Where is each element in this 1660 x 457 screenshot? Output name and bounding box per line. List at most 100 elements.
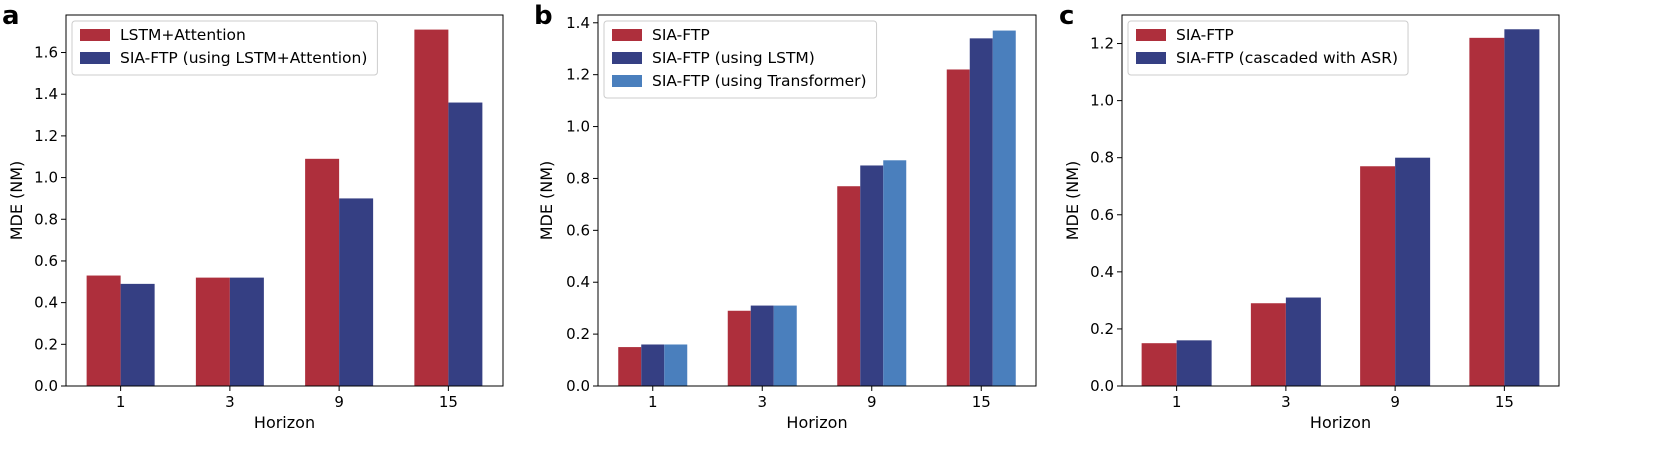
legend-box — [71, 20, 378, 76]
bar — [750, 305, 774, 386]
bar — [1250, 303, 1286, 386]
y-axis-title: MDE (NM) — [1063, 161, 1082, 241]
x-axis-title: Horizon — [1310, 413, 1371, 432]
legend-label: SIA-FTP (cascaded with ASR) — [1176, 49, 1398, 67]
x-tick-label: 15 — [972, 393, 991, 411]
x-axis-title: Horizon — [254, 413, 315, 432]
y-tick-label: 1.2 — [1090, 35, 1114, 53]
bar — [969, 38, 993, 387]
y-tick-label: 1.0 — [1090, 92, 1114, 110]
y-axis-title: MDE (NM) — [7, 161, 26, 241]
axes-frame — [597, 14, 1037, 387]
y-tick-label: 0.6 — [1090, 206, 1114, 224]
y-tick-label: 0.4 — [34, 294, 58, 312]
legend-label: SIA-FTP (using LSTM+Attention) — [120, 49, 367, 67]
bar — [1395, 157, 1431, 386]
bar — [305, 158, 340, 386]
bar — [860, 165, 884, 386]
x-tick-label: 1 — [116, 393, 126, 411]
bar — [1504, 29, 1540, 387]
legend: SIA-FTP SIA-FTP (using LSTM) SIA-FTP (usin… — [603, 20, 878, 99]
y-tick-label: 1.4 — [566, 14, 590, 32]
y-tick-label: 1.2 — [34, 127, 58, 145]
x-tick-label: 15 — [439, 393, 458, 411]
bar — [1360, 166, 1396, 386]
bar — [1285, 297, 1321, 386]
bar — [86, 275, 121, 386]
bar — [448, 102, 483, 386]
y-tick-label: 1.2 — [566, 66, 590, 84]
x-tick-label: 1 — [648, 393, 658, 411]
bar — [1176, 340, 1212, 386]
bar — [120, 283, 155, 386]
legend-swatch — [1136, 52, 1166, 64]
legend-label: SIA-FTP (using LSTM) — [652, 49, 815, 67]
axes-frame — [65, 14, 504, 387]
bar — [195, 277, 230, 386]
x-axis-title: Horizon — [786, 413, 847, 432]
y-tick-label: 0.0 — [566, 377, 590, 395]
y-tick-label: 0.8 — [566, 169, 590, 187]
y-tick-label: 0.4 — [566, 273, 590, 291]
legend-swatch — [612, 75, 642, 87]
legend-swatch — [80, 52, 110, 64]
bar — [618, 347, 642, 386]
legend-label: SIA-FTP — [652, 26, 710, 44]
legend-label: LSTM+Attention — [120, 26, 246, 44]
x-tick-label: 3 — [1281, 393, 1291, 411]
bar — [229, 277, 264, 386]
x-tick-label: 9 — [1390, 393, 1400, 411]
y-tick-label: 0.8 — [1090, 149, 1114, 167]
y-tick-label: 0.0 — [1090, 377, 1114, 395]
panel-label: c — [1059, 1, 1074, 31]
y-tick-label: 0.2 — [1090, 320, 1114, 338]
x-tick-label: 3 — [225, 393, 235, 411]
y-tick-label: 0.2 — [34, 335, 58, 353]
y-tick-label: 1.0 — [34, 169, 58, 187]
legend-swatch — [612, 29, 642, 41]
legend-box — [603, 20, 878, 99]
bar — [727, 310, 751, 386]
panel-label: a — [2, 1, 20, 31]
axes-frame — [1121, 14, 1560, 387]
x-tick-label: 15 — [1495, 393, 1514, 411]
legend-swatch — [612, 52, 642, 64]
x-tick-label: 9 — [867, 393, 877, 411]
y-tick-label: 0.6 — [34, 252, 58, 270]
y-tick-label: 1.0 — [566, 118, 590, 136]
legend-box — [1127, 20, 1409, 76]
bar — [773, 305, 797, 386]
panel-label: b — [534, 1, 553, 31]
y-tick-label: 0.8 — [34, 210, 58, 228]
bar — [992, 30, 1016, 386]
y-tick-label: 0.4 — [1090, 263, 1114, 281]
bar — [946, 69, 970, 387]
y-axis-title: MDE (NM) — [537, 161, 556, 241]
bar — [414, 29, 449, 387]
chart-panel-b: b 0.0 0.2 0.4 0.6 0.8 1.0 1.2 1.4 1 3 9 15 Horizon MDE… — [534, 1, 1037, 432]
bar — [1141, 343, 1177, 386]
bar — [339, 198, 374, 386]
x-tick-label: 1 — [1172, 393, 1182, 411]
y-tick-label: 0.2 — [566, 325, 590, 343]
legend: LSTM+Attention SIA-FTP (using LSTM+Attent… — [71, 20, 378, 76]
legend-swatch — [80, 29, 110, 41]
x-tick-label: 9 — [334, 393, 344, 411]
chart-panel-c: c 0.0 0.2 0.4 0.6 0.8 1.0 1.2 1 3 9 15 Horizon MDE (N… — [1059, 1, 1560, 432]
y-tick-label: 1.6 — [34, 44, 58, 62]
bar — [1469, 37, 1505, 386]
chart-panel-a: a 0.0 0.2 0.4 0.6 0.8 1.0 1.2 1.4 1.6 1 3 9 15 Horizon… — [2, 1, 504, 432]
y-tick-label: 1.4 — [34, 85, 58, 103]
bar — [664, 344, 688, 386]
legend-swatch — [1136, 29, 1166, 41]
legend-label: SIA-FTP — [1176, 26, 1234, 44]
legend: SIA-FTP SIA-FTP (cascaded with ASR) — [1127, 20, 1409, 76]
y-tick-label: 0.0 — [34, 377, 58, 395]
bar — [641, 344, 665, 386]
legend-label: SIA-FTP (using Transformer) — [652, 72, 867, 90]
x-tick-label: 3 — [757, 393, 767, 411]
bar — [837, 186, 861, 386]
y-tick-label: 0.6 — [566, 221, 590, 239]
